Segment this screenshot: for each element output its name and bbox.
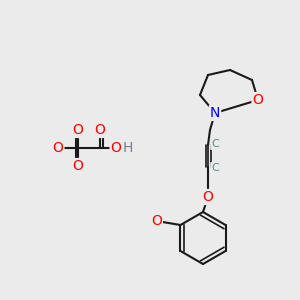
Text: O: O — [94, 123, 105, 137]
Text: O: O — [253, 93, 263, 107]
Text: O: O — [52, 141, 63, 155]
Text: O: O — [111, 141, 122, 155]
Text: O: O — [73, 159, 83, 173]
Text: H: H — [123, 141, 133, 155]
Text: C: C — [211, 139, 219, 149]
Text: O: O — [202, 190, 213, 204]
Text: C: C — [211, 163, 219, 173]
Text: N: N — [210, 106, 220, 120]
Text: O: O — [151, 214, 162, 228]
Text: O: O — [73, 123, 83, 137]
